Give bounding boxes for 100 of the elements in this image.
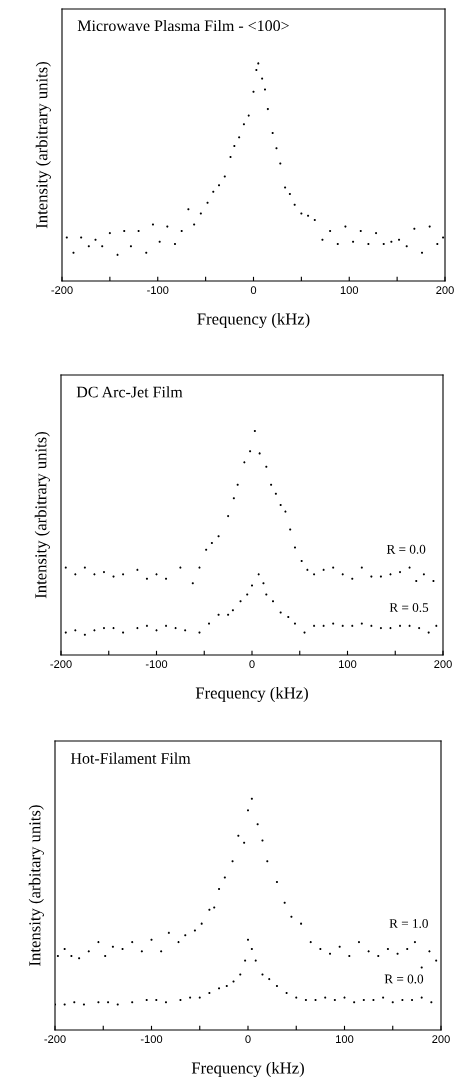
point bbox=[408, 566, 411, 569]
point bbox=[253, 429, 256, 433]
point bbox=[266, 860, 269, 863]
x-tick-label: -200 bbox=[51, 286, 73, 295]
point bbox=[306, 568, 309, 571]
point bbox=[184, 629, 187, 632]
point bbox=[227, 515, 230, 518]
point bbox=[338, 945, 341, 948]
point bbox=[322, 568, 325, 571]
point bbox=[243, 841, 246, 844]
point bbox=[257, 573, 260, 576]
point bbox=[435, 959, 438, 962]
point bbox=[102, 627, 106, 630]
x-axis-title: Frequency (kHz) bbox=[195, 686, 308, 703]
point bbox=[227, 613, 230, 616]
point bbox=[145, 624, 148, 627]
point bbox=[136, 568, 139, 571]
point bbox=[289, 528, 292, 531]
point bbox=[56, 954, 59, 958]
point bbox=[386, 948, 389, 951]
x-tick-label: 0 bbox=[249, 660, 255, 669]
point bbox=[322, 624, 325, 627]
point bbox=[261, 839, 264, 842]
point bbox=[64, 566, 67, 569]
point bbox=[111, 945, 114, 948]
point bbox=[165, 624, 168, 627]
point bbox=[83, 633, 86, 636]
chart-title: Hot-Filament Film bbox=[70, 752, 191, 764]
point bbox=[303, 631, 306, 634]
point bbox=[236, 483, 239, 486]
point bbox=[313, 573, 316, 576]
point bbox=[223, 876, 226, 879]
point bbox=[131, 941, 134, 944]
x-tick-label: 100 bbox=[339, 660, 357, 669]
point bbox=[408, 624, 411, 627]
point bbox=[232, 497, 235, 500]
point bbox=[208, 908, 211, 911]
point bbox=[107, 1001, 110, 1004]
point bbox=[357, 941, 361, 944]
point bbox=[231, 609, 234, 612]
point bbox=[406, 948, 409, 951]
point bbox=[217, 535, 220, 538]
point bbox=[217, 613, 220, 616]
point bbox=[184, 934, 187, 937]
point bbox=[254, 959, 257, 962]
point bbox=[401, 998, 404, 1001]
y-axis-title: Intensity (arbitrary units) bbox=[34, 431, 50, 599]
point bbox=[174, 627, 177, 630]
point bbox=[218, 887, 221, 890]
point bbox=[93, 629, 96, 632]
point bbox=[275, 881, 278, 884]
point bbox=[122, 573, 125, 576]
x-tick-label: 0 bbox=[245, 1035, 251, 1044]
point bbox=[164, 1001, 168, 1004]
point bbox=[74, 573, 77, 576]
x-axis-title: Frequency (kHz) bbox=[197, 312, 310, 329]
point bbox=[348, 954, 351, 958]
point bbox=[370, 575, 373, 578]
x-tick-label: 0 bbox=[250, 286, 257, 295]
point bbox=[261, 973, 264, 976]
point bbox=[112, 575, 115, 578]
point bbox=[97, 1001, 100, 1004]
point bbox=[341, 573, 344, 576]
point bbox=[122, 631, 125, 634]
point bbox=[420, 966, 423, 969]
point bbox=[415, 580, 418, 583]
point bbox=[218, 987, 221, 990]
point bbox=[324, 996, 327, 999]
point bbox=[198, 631, 201, 634]
point bbox=[250, 948, 253, 951]
point bbox=[420, 996, 423, 999]
point bbox=[256, 823, 259, 826]
point bbox=[179, 566, 182, 569]
y-axis-title: Intensity (arbitrary units) bbox=[35, 61, 51, 229]
point bbox=[268, 978, 271, 981]
point bbox=[351, 624, 354, 627]
point bbox=[167, 931, 170, 934]
point bbox=[145, 998, 148, 1001]
x-tick-label: 200 bbox=[436, 286, 454, 295]
point bbox=[63, 948, 66, 951]
point bbox=[293, 622, 297, 625]
point bbox=[246, 938, 250, 941]
point bbox=[427, 631, 430, 634]
point bbox=[343, 996, 346, 999]
point bbox=[379, 575, 382, 578]
point bbox=[83, 566, 86, 569]
point bbox=[428, 950, 431, 953]
point bbox=[283, 901, 286, 904]
point bbox=[78, 957, 81, 960]
point bbox=[362, 998, 365, 1001]
point bbox=[328, 952, 332, 955]
point bbox=[155, 629, 158, 632]
x-tick-label: 100 bbox=[340, 286, 359, 295]
point bbox=[379, 627, 382, 630]
point bbox=[239, 600, 242, 603]
point bbox=[237, 834, 240, 837]
point bbox=[370, 624, 373, 627]
point bbox=[413, 941, 416, 944]
point bbox=[155, 573, 158, 576]
point bbox=[418, 627, 421, 630]
